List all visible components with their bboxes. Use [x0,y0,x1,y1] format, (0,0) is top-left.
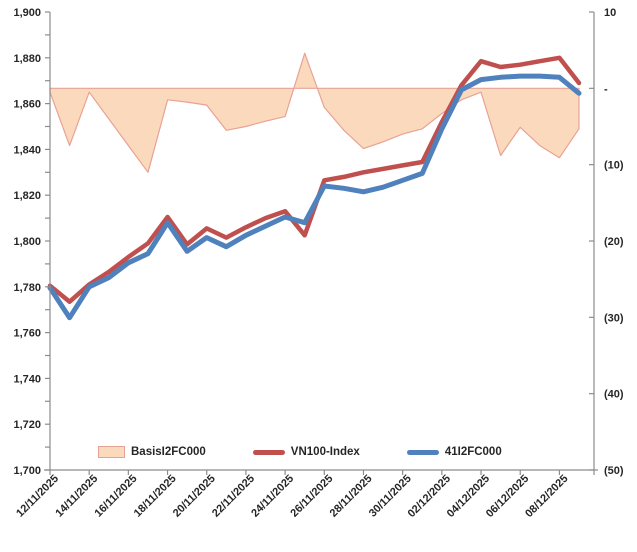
x-axis-label: 08/12/2025 [523,473,570,520]
svg-text:(30): (30) [604,312,624,324]
legend-item-basis: BasisI2FC000 [98,446,206,458]
y-axis-left: 1,900 1,880 1,860 1,840 1,820 1,800 1,780 1,760… [13,7,51,477]
basis-area-series [49,52,580,173]
chart-legend: BasisI2FC000 VN100-Index 41I2FC000 [98,444,502,460]
svg-text:1,820: 1,820 [13,190,41,202]
legend-label: BasisI2FC000 [131,446,206,458]
svg-text:(10): (10) [604,160,624,172]
svg-text:1,880: 1,880 [13,53,41,65]
blue-line-swatch-icon [406,449,439,455]
red-line-swatch-icon [252,449,285,455]
svg-text:1,800: 1,800 [13,236,41,248]
legend-label: 41I2FC000 [444,446,502,458]
x-axis: 12/11/202514/11/202516/11/202518/11/2025… [14,469,598,520]
svg-text:-: - [604,83,608,95]
legend-label: VN100-Index [290,446,360,458]
svg-text:1,700: 1,700 [13,465,41,477]
svg-text:(40): (40) [604,389,624,401]
price-line-series [47,55,582,321]
legend-item-futures: 41I2FC000 [406,446,502,458]
svg-text:1,900: 1,900 [13,7,41,19]
area-swatch-icon [98,446,125,458]
svg-text:1,740: 1,740 [13,373,41,385]
svg-text:1,840: 1,840 [13,144,41,156]
svg-text:1,780: 1,780 [13,282,41,294]
svg-text:10: 10 [604,7,616,19]
svg-text:1,860: 1,860 [13,99,41,111]
legend-item-vn100: VN100-Index [252,446,360,458]
svg-text:(50): (50) [604,465,624,477]
svg-text:(20): (20) [604,236,624,248]
y-axis-right: 10 - (10) (20) (30) (40) (50) [589,7,624,477]
svg-text:1,720: 1,720 [13,419,41,431]
svg-text:1,760: 1,760 [13,328,41,340]
